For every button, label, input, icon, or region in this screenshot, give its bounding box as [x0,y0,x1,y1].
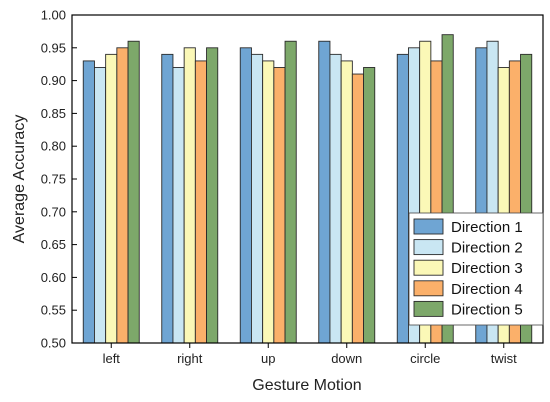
x-axis-title: Gesture Motion [252,377,361,394]
bar-direction-4-up [273,67,286,344]
bar-direction-1-up [239,47,252,344]
legend-swatch [413,280,444,297]
legend-swatch [413,300,444,317]
x-tick-label: up [261,351,275,366]
y-tick-label: 0.75 [41,172,66,187]
bar-direction-5-up [284,40,297,344]
bar-direction-2-left [93,67,107,344]
y-tick-label: 0.85 [41,106,66,121]
bar-direction-1-down [318,40,331,344]
legend-label: Direction 5 [451,301,523,318]
x-tick-label: right [177,351,203,366]
y-axis: 0.50 0.55 0.60 0.65 0.70 0.75 0.80 0.85 0.90 0.95… [41,8,77,351]
bar-direction-5-left [127,40,140,344]
x-tick-label: down [331,351,362,366]
legend-label: Direction 1 [451,219,523,236]
bar-direction-4-right [194,60,208,344]
bars-layer [82,34,533,344]
bar-direction-2-right [172,67,185,344]
y-tick-label: 0.80 [41,139,66,154]
legend-swatch [413,259,444,276]
bar-direction-4-down [351,73,365,344]
legend-label: Direction 3 [451,260,523,277]
y-tick-label: 0.55 [41,303,66,318]
y-tick-label: 0.95 [41,40,66,55]
bar-direction-5-right [206,47,219,344]
bar-direction-2-down [329,53,342,344]
y-tick-label: 0.65 [41,237,66,252]
bar-direction-5-down [363,67,376,344]
x-axis: left right up down circle twist [103,343,517,366]
bar-direction-3-left [105,53,118,344]
y-tick-label: 0.70 [41,204,66,219]
plot-frame [71,14,544,344]
x-tick-label: twist [491,351,517,366]
legend-label: Direction 2 [451,240,523,257]
bar-direction-1-circle [396,53,409,344]
bar-direction-1-right [161,53,174,344]
y-tick-label: 0.50 [41,336,66,351]
legend-swatch [413,218,444,235]
bar-direction-3-down [340,60,353,344]
y-tick-label: 1.00 [41,8,66,23]
bar-direction-2-up [250,53,264,344]
y-tick-label: 0.90 [41,73,66,88]
legend-label: Direction 4 [451,281,523,298]
bar-direction-3-up [262,60,275,344]
bar-direction-4-left [116,47,129,344]
bar-direction-3-right [183,47,196,344]
legend: Direction 1 Direction 2 Direction 3 Directi… [408,212,544,326]
y-tick-label: 0.60 [41,270,66,285]
legend-swatch [413,239,444,256]
x-tick-label: circle [410,351,440,366]
bar-direction-1-left [82,60,95,344]
x-tick-label: left [103,351,121,366]
y-axis-title: Average Accuracy [11,115,28,244]
